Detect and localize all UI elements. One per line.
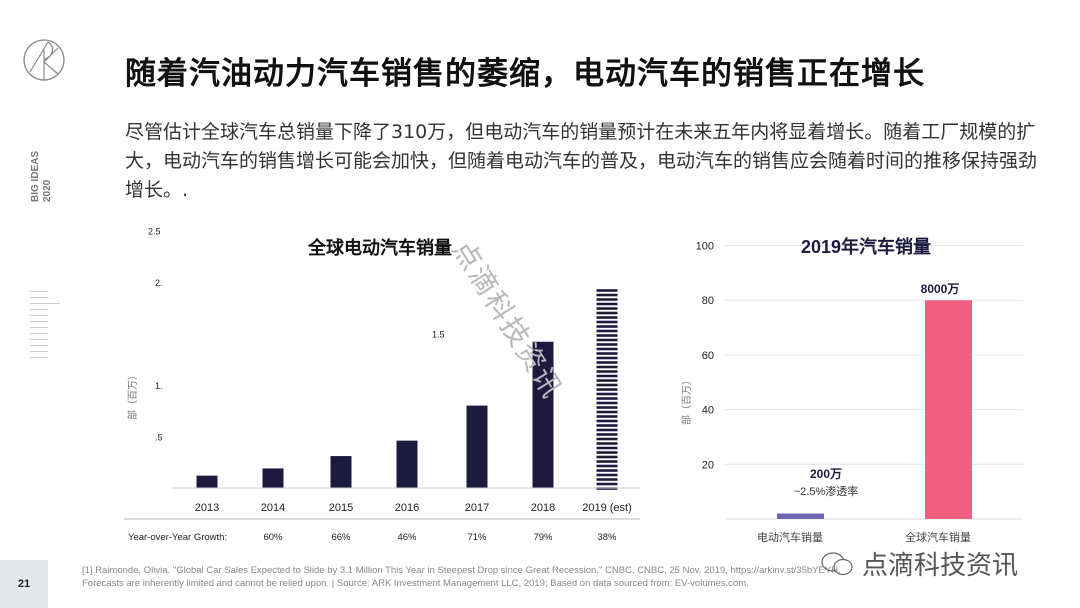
x-tick-label: 2015 [329,502,353,514]
y-tick-label: 40 [702,405,714,417]
growth-value: 79% [533,532,553,543]
x-tick-label: 2017 [465,502,489,514]
brand-text: 点滴科技资讯 [862,551,1019,581]
bar-2014 [262,468,284,488]
chart-title: 全球电动汽车销量 [307,237,452,258]
bar-2017 [466,405,488,488]
growth-value: 60% [263,532,283,543]
y-tick-label: 1. [155,381,163,391]
y-tick-label: 2. [155,278,163,288]
y-tick-label: 20 [702,459,714,471]
bar-全球汽车销量 [925,300,972,519]
y-tick-label: 1.5 [432,330,445,340]
bar-2013 [196,475,218,488]
bar-estimate-2019 [596,289,618,490]
x-tick-label: 2016 [395,502,419,514]
y-tick-label: 80 [702,295,714,307]
page-subtitle: 尽管估计全球汽车总销量下降了310万，但电动汽车的销量预计在未来五年内将显着增长… [125,121,1038,201]
wechat-icon [821,551,853,575]
ark-logo [22,38,66,87]
growth-value: 66% [331,532,351,543]
section-progress-lines [30,291,60,363]
data-label: 200万 [810,467,842,481]
wechat-brand: 点滴科技资讯 [820,545,1018,582]
y-tick-label: 60 [702,350,714,362]
page-title: 随着汽油动力汽车销售的萎缩，电动汽车的销售正在增长 [125,56,925,92]
page-number: 21 [0,560,48,608]
growth-value: 71% [467,532,487,543]
data-label: 8000万 [921,282,960,296]
y-tick-label: 2.5 [148,227,161,237]
x-tick-label: 全球汽车销量 [905,530,971,544]
growth-value: 46% [397,532,417,543]
growth-row-label: Year-over-Year Growth: [128,532,227,543]
footnote: [1] Raimonde, Olivia. "Global Car Sales … [82,564,841,590]
x-tick-label: 2019 (est) [582,502,632,514]
bar-2018 [532,341,554,488]
x-tick-label: 2014 [261,502,285,514]
y-axis-label: 部（百万） [126,370,139,420]
x-tick-label: 电动汽车销量 [757,530,823,544]
bar-电动汽车销量 [777,513,824,519]
y-tick-label: 100 [696,241,714,253]
y-tick-label: .5 [155,433,163,443]
x-tick-label: 2018 [531,502,555,514]
y-axis-label: 部（百万） [680,375,693,425]
growth-value: 38% [597,532,617,543]
annotation: ~2.5%渗透率 [794,484,859,498]
footnote-line-1: [1] Raimonde, Olivia. "Global Car Sales … [82,565,841,576]
bar-2015 [330,456,352,488]
x-tick-label: 2013 [195,502,219,514]
chart-title: 2019年汽车销量 [801,236,931,257]
bar-2016 [396,440,418,488]
footnote-line-2: Forecasts are inherently limited and can… [82,578,749,589]
